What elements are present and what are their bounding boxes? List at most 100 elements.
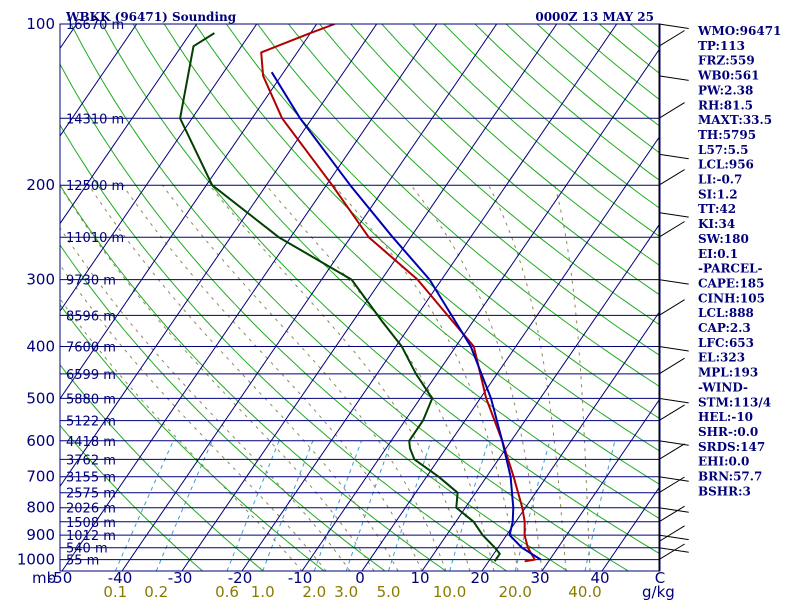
sounding-indices: WMO:96471TP:113FRZ:559WB0:561PW:2.38RH:8… xyxy=(697,24,781,498)
sounding-index-entry: KI:34 xyxy=(698,217,735,231)
wind-barb xyxy=(658,543,685,561)
wind-barb xyxy=(658,299,685,316)
moist-adiabat-line xyxy=(60,264,327,571)
dry-adiabat-line xyxy=(60,364,264,571)
height-tick-label: 1508 m xyxy=(66,516,116,531)
moist-adiabat-line xyxy=(209,184,471,571)
height-tick-label: 5122 m xyxy=(66,415,116,430)
pressure-tick-label: 300 xyxy=(26,271,55,289)
dry-adiabat-line xyxy=(319,24,660,326)
mixing-ratio-line xyxy=(584,440,616,571)
dry-adiabat-line xyxy=(60,123,507,571)
height-tick-label: 4418 m xyxy=(66,435,116,450)
isotherm-line xyxy=(60,24,198,225)
temperature-tick-label: -20 xyxy=(228,569,253,587)
wind-barb xyxy=(658,440,689,446)
isotherm-line xyxy=(421,222,660,571)
sounding-index-entry: WMO:96471 xyxy=(697,24,781,38)
sounding-index-entry: SHR-:0.0 xyxy=(698,425,758,439)
moist-adiabat-line xyxy=(410,184,543,571)
pressure-tick-label: 100 xyxy=(26,15,55,33)
dry-adiabat-line xyxy=(60,184,447,571)
sounding-index-entry: LCL:956 xyxy=(698,158,754,172)
height-tick-label: 55 m xyxy=(66,554,99,569)
wind-barb xyxy=(658,23,689,29)
wind-barb xyxy=(658,404,685,422)
mixing-ratio-tick-label: 10.0 xyxy=(433,583,466,600)
temperature-tick-label: 0 xyxy=(355,569,365,587)
sounding-index-entry: -PARCEL- xyxy=(698,262,763,276)
wind-barbs xyxy=(658,23,689,571)
sounding-index-entry: LCL:888 xyxy=(698,306,754,320)
isotherm-line xyxy=(181,24,558,571)
height-tick-label: 5880 m xyxy=(66,392,116,407)
sounding-index-entry: CINH:105 xyxy=(698,291,765,305)
sounding-index-entry: EL:323 xyxy=(698,351,745,365)
pressure-tick-label: 800 xyxy=(26,499,55,517)
pressure-tick-label: 1000 xyxy=(17,551,55,569)
mixing-ratio-tick-label: 1.0 xyxy=(251,583,275,600)
sounding-index-entry: -WIND- xyxy=(698,380,748,394)
wind-barb xyxy=(658,346,689,352)
wind-barb xyxy=(658,75,689,81)
isotherm-line xyxy=(60,24,378,488)
moist-adiabat-line xyxy=(88,184,399,571)
isotherm-line xyxy=(60,24,318,400)
isotherm-line xyxy=(241,24,618,571)
mixing-ratio-line xyxy=(114,440,174,571)
moist-adiabat-line xyxy=(488,184,567,571)
isotherm-line xyxy=(541,397,660,571)
wind-barb xyxy=(658,279,689,285)
pressure-tick-label: 500 xyxy=(26,389,55,407)
isotherm-line xyxy=(60,24,138,137)
wind-barb xyxy=(658,30,685,47)
mixing-ratio-tick-label: 40.0 xyxy=(568,583,601,600)
moist-adiabat-line xyxy=(265,184,495,571)
mixing-unit-label: g/kg xyxy=(642,583,675,600)
mixing-ratio-line xyxy=(226,440,280,571)
mixing-ratio-line xyxy=(313,440,362,571)
sounding-index-entry: LI:-0.7 xyxy=(698,173,742,187)
isotherm-line xyxy=(61,24,438,571)
temperature-tick-label: 30 xyxy=(530,569,549,587)
sounding-index-entry: PW:2.38 xyxy=(698,83,753,97)
sounding-index-entry: LFC:653 xyxy=(698,336,754,350)
sounding-index-entry: TH:5795 xyxy=(698,128,756,142)
sounding-index-entry: HEL:-10 xyxy=(698,410,753,424)
isotherm-line xyxy=(481,310,660,571)
pressure-tick-label: 900 xyxy=(26,526,55,544)
wind-barb xyxy=(658,525,685,542)
height-tick-label: 7600 m xyxy=(66,341,116,356)
dry-adiabat-line xyxy=(132,24,660,520)
dry-adiabat-line xyxy=(350,24,660,296)
station-title: WBKK (96471) Sounding xyxy=(65,10,237,24)
wind-barb xyxy=(658,476,685,494)
wind-barb xyxy=(658,505,685,523)
wind-barb xyxy=(658,507,689,513)
wind-barb xyxy=(658,397,689,404)
dry-adiabat-line xyxy=(60,424,203,571)
sounding-index-entry: CAP:2.3 xyxy=(698,321,751,335)
sounding-index-entry: WB0:561 xyxy=(697,69,759,83)
sounding-index-entry: BSHR:3 xyxy=(698,484,751,498)
mixing-ratio-line xyxy=(514,440,551,571)
dry-adiabat-line xyxy=(101,24,660,555)
dewpoint-profile xyxy=(179,32,501,562)
sounding-index-entry: SI:1.2 xyxy=(698,187,738,201)
date-title: 0000Z 13 MAY 25 xyxy=(535,10,654,24)
height-tick-label: 9730 m xyxy=(66,274,116,289)
pressure-tick-label: 700 xyxy=(26,468,55,486)
wind-barb xyxy=(658,443,685,460)
height-tick-label: 14310 m xyxy=(66,112,124,127)
wind-barb xyxy=(658,534,689,541)
dry-adiabat-line xyxy=(257,24,660,388)
sounding-index-entry: SRDS:147 xyxy=(698,440,765,454)
temperature-tick-label: -30 xyxy=(168,569,193,587)
mixing-ratio-line xyxy=(262,440,314,571)
pressure-tick-label: 400 xyxy=(26,338,55,356)
dry-adiabat-line xyxy=(567,24,660,101)
mixing-ratio-tick-label: 2.0 xyxy=(302,583,326,600)
height-tick-label: 3155 m xyxy=(66,471,116,486)
isotherm-line xyxy=(60,24,258,313)
